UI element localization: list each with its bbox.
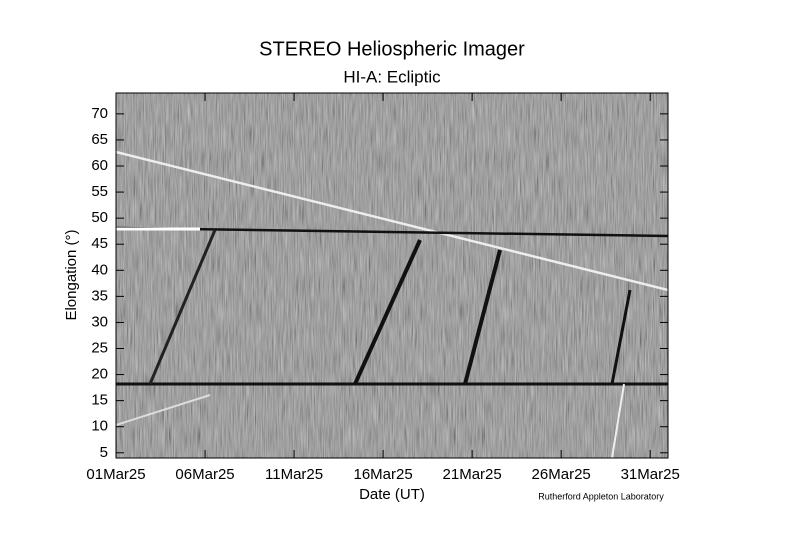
- streak: [116, 226, 668, 238]
- streak: [148, 229, 217, 385]
- streak: [116, 394, 211, 426]
- y-tick-label: 60: [91, 157, 108, 174]
- x-tick-label: 31Mar25: [621, 466, 680, 483]
- x-tick-label: 11Mar25: [265, 466, 323, 483]
- y-tick-label: 40: [91, 261, 108, 278]
- x-tick-label: 01Mar25: [86, 466, 145, 483]
- x-tick-label: 26Mar25: [532, 466, 591, 483]
- x-tick-label: 16Mar25: [353, 466, 412, 483]
- streak: [353, 239, 422, 385]
- y-tick-label: 5: [100, 444, 108, 461]
- x-tick-label: 06Mar25: [175, 466, 234, 483]
- chart-title: STEREO Heliospheric Imager: [259, 38, 525, 60]
- y-tick-label: 10: [91, 418, 108, 435]
- y-tick-label: 65: [91, 131, 108, 148]
- x-tick-label: 21Mar25: [443, 466, 502, 483]
- y-tick-label: 50: [91, 209, 108, 226]
- streak: [116, 150, 668, 292]
- streak: [463, 249, 502, 385]
- y-tick-label: 55: [91, 183, 108, 200]
- y-tick-label: 30: [91, 313, 108, 330]
- jmap-image: [116, 93, 668, 458]
- y-tick-label: 15: [91, 392, 108, 409]
- plot-frame: [115, 92, 669, 459]
- y-axis-label: Elongation (°): [63, 229, 80, 320]
- credit: Rutherford Appleton Laboratory: [538, 491, 664, 501]
- x-axis-label: Date (UT): [359, 486, 425, 503]
- y-tick-label: 20: [91, 366, 108, 383]
- y-tick-label: 35: [91, 287, 108, 304]
- y-tick-label: 70: [91, 105, 108, 122]
- y-tick-label: 25: [91, 339, 108, 356]
- image-texture: [116, 93, 668, 458]
- chart-subtitle: HI-A: Ecliptic: [343, 67, 441, 86]
- y-tick-label: 45: [91, 235, 108, 252]
- streak: [611, 383, 625, 458]
- streak: [610, 289, 632, 385]
